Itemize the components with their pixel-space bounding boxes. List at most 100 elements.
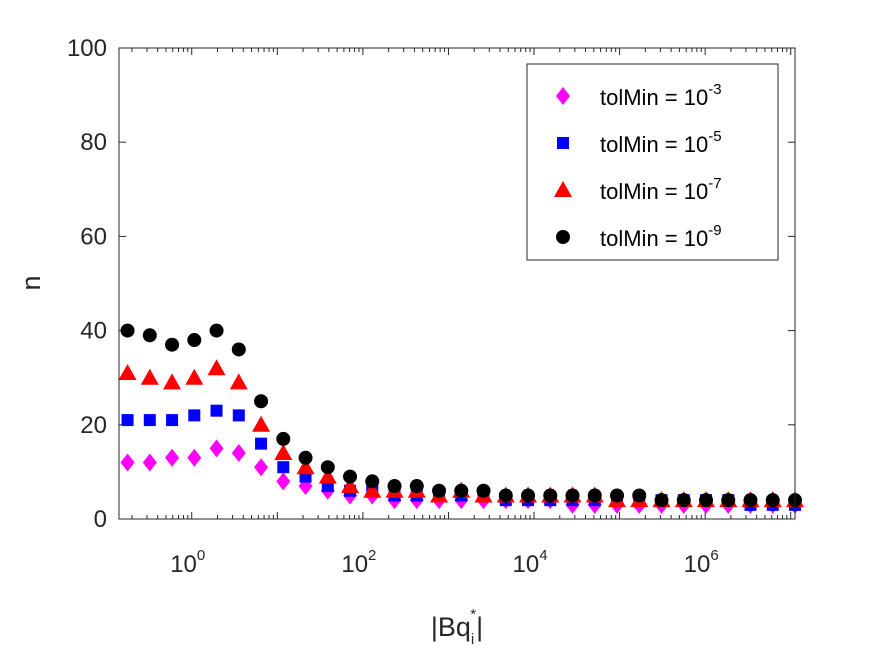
legend-label-base: tolMin = 10 <box>600 85 708 110</box>
data-point <box>254 458 269 477</box>
data-point <box>231 342 246 357</box>
y-tick-label: 20 <box>80 412 107 439</box>
data-point <box>432 483 447 498</box>
data-point <box>142 453 157 472</box>
y-tick-label: 60 <box>80 223 107 250</box>
x-tick-exp: 6 <box>710 547 718 564</box>
legend-label-exp: -3 <box>708 81 721 98</box>
data-point <box>476 483 491 498</box>
legend-marker <box>557 137 569 149</box>
legend-entry: tolMin = 10-3 <box>556 81 722 110</box>
data-point <box>163 373 182 390</box>
x-axis-label-sub: i <box>471 631 474 648</box>
x-tick-label: 100 <box>170 547 205 578</box>
x-axis-label-sup: * <box>470 606 476 623</box>
data-point <box>143 414 156 427</box>
x-tick-exp: 0 <box>197 547 205 564</box>
data-point <box>229 373 248 390</box>
legend-marker <box>556 230 570 244</box>
data-points <box>118 323 804 514</box>
legend-label-exp: -9 <box>708 222 721 239</box>
legend-marker <box>556 87 570 105</box>
data-point <box>387 479 402 494</box>
data-point <box>140 368 159 385</box>
legend-entry: tolMin = 10-5 <box>557 128 722 157</box>
data-point <box>365 474 380 489</box>
data-point <box>165 337 180 352</box>
data-point <box>454 483 469 498</box>
legend-label: tolMin = 10-3 <box>600 81 722 110</box>
data-point <box>187 333 202 348</box>
x-tick-label: 102 <box>341 547 376 578</box>
data-point <box>166 414 179 427</box>
legend-label-base: tolMin = 10 <box>600 179 708 204</box>
data-point <box>118 363 137 380</box>
data-point <box>409 479 424 494</box>
axis-ticks <box>119 47 795 520</box>
x-tick-exp: 2 <box>368 547 376 564</box>
data-point <box>343 469 358 484</box>
x-axis-label-end: | <box>476 612 483 642</box>
data-point <box>296 458 315 475</box>
x-tick-base: 10 <box>512 551 539 578</box>
data-point <box>654 493 669 508</box>
y-tick-label: 40 <box>80 318 107 345</box>
data-point <box>120 453 135 472</box>
legend-label-exp: -5 <box>708 128 721 145</box>
data-point <box>318 467 337 484</box>
data-point <box>298 450 313 465</box>
legend-label-exp: -7 <box>708 175 721 192</box>
data-point <box>498 488 513 503</box>
legend-entry: tolMin = 10-9 <box>556 222 722 251</box>
y-axis-label: n <box>16 275 46 290</box>
data-point <box>721 493 736 508</box>
legend-label: tolMin = 10-5 <box>600 128 722 157</box>
x-tick-base: 10 <box>684 551 711 578</box>
data-point <box>254 394 269 409</box>
x-tick-exp: 4 <box>539 547 547 564</box>
data-point <box>209 439 224 458</box>
y-tick-label: 100 <box>67 35 107 62</box>
data-point <box>187 448 202 467</box>
data-point <box>232 409 245 422</box>
data-point <box>274 444 293 461</box>
data-point <box>543 488 558 503</box>
x-axis-label-main: |Bq <box>431 612 471 642</box>
data-point <box>521 488 536 503</box>
data-point <box>120 323 135 338</box>
data-point <box>165 448 180 467</box>
data-point <box>276 472 291 491</box>
data-point <box>565 488 580 503</box>
data-point <box>320 460 335 475</box>
plot-frame <box>118 47 796 520</box>
data-point <box>632 488 647 503</box>
series-circle <box>120 323 802 508</box>
data-point <box>277 461 290 474</box>
legend-marker <box>554 181 572 197</box>
data-point <box>231 444 246 463</box>
data-point <box>121 414 134 427</box>
data-point <box>676 493 691 508</box>
data-point <box>363 481 382 498</box>
data-point <box>341 477 360 494</box>
data-point <box>142 328 157 343</box>
x-tick-label: 104 <box>512 547 547 578</box>
legend-label: tolMin = 10-7 <box>600 175 722 204</box>
data-point <box>207 359 226 376</box>
data-point <box>587 488 602 503</box>
data-point <box>765 493 780 508</box>
data-point <box>185 368 204 385</box>
data-point <box>743 493 758 508</box>
x-axis-label: |Bqi *| <box>431 606 483 648</box>
y-tick-label: 0 <box>94 506 107 533</box>
legend-label: tolMin = 10-9 <box>600 222 722 251</box>
data-point <box>209 323 224 338</box>
legend-entry: tolMin = 10-7 <box>554 175 722 204</box>
data-point <box>255 437 268 450</box>
x-tick-base: 10 <box>341 551 368 578</box>
legend-label-base: tolMin = 10 <box>600 132 708 157</box>
